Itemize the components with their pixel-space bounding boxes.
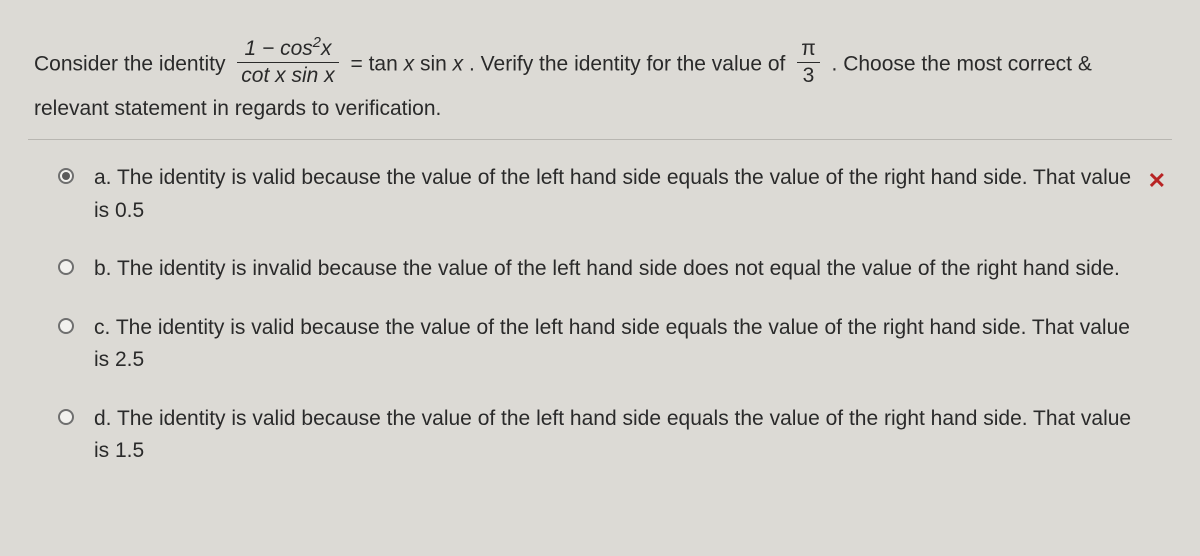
prompt-post: . Choose the most correct &: [832, 52, 1092, 75]
option-b[interactable]: b. The identity is invalid because the v…: [52, 253, 1164, 286]
option-text: The identity is valid because the value …: [94, 316, 1130, 372]
prompt-pre: Consider the identity: [34, 52, 231, 75]
radio-icon[interactable]: [58, 168, 74, 184]
prompt-mid1: = tan: [351, 52, 404, 75]
radio-icon[interactable]: [58, 318, 74, 334]
radio-icon[interactable]: [58, 409, 74, 425]
option-letter: c.: [94, 316, 110, 339]
option-letter: b.: [94, 257, 112, 280]
option-d[interactable]: d. The identity is valid because the val…: [52, 403, 1164, 468]
prompt-line2: relevant statement in regards to verific…: [34, 92, 1166, 126]
fraction-pi3: π 3: [797, 36, 820, 90]
fraction-lhs: 1 − cos2x cot x sin x: [237, 36, 338, 90]
option-a[interactable]: a. The identity is valid because the val…: [52, 162, 1164, 227]
option-letter: d.: [94, 407, 112, 430]
question-prompt: Consider the identity 1 − cos2x cot x si…: [28, 38, 1172, 140]
option-text: The identity is invalid because the valu…: [117, 257, 1120, 280]
answer-options: a. The identity is valid because the val…: [28, 162, 1172, 468]
wrong-mark-icon: ✕: [1148, 164, 1166, 198]
option-text: The identity is valid because the value …: [94, 166, 1131, 222]
option-text: The identity is valid because the value …: [94, 407, 1131, 463]
option-c[interactable]: c. The identity is valid because the val…: [52, 312, 1164, 377]
option-letter: a.: [94, 166, 112, 189]
radio-icon[interactable]: [58, 259, 74, 275]
